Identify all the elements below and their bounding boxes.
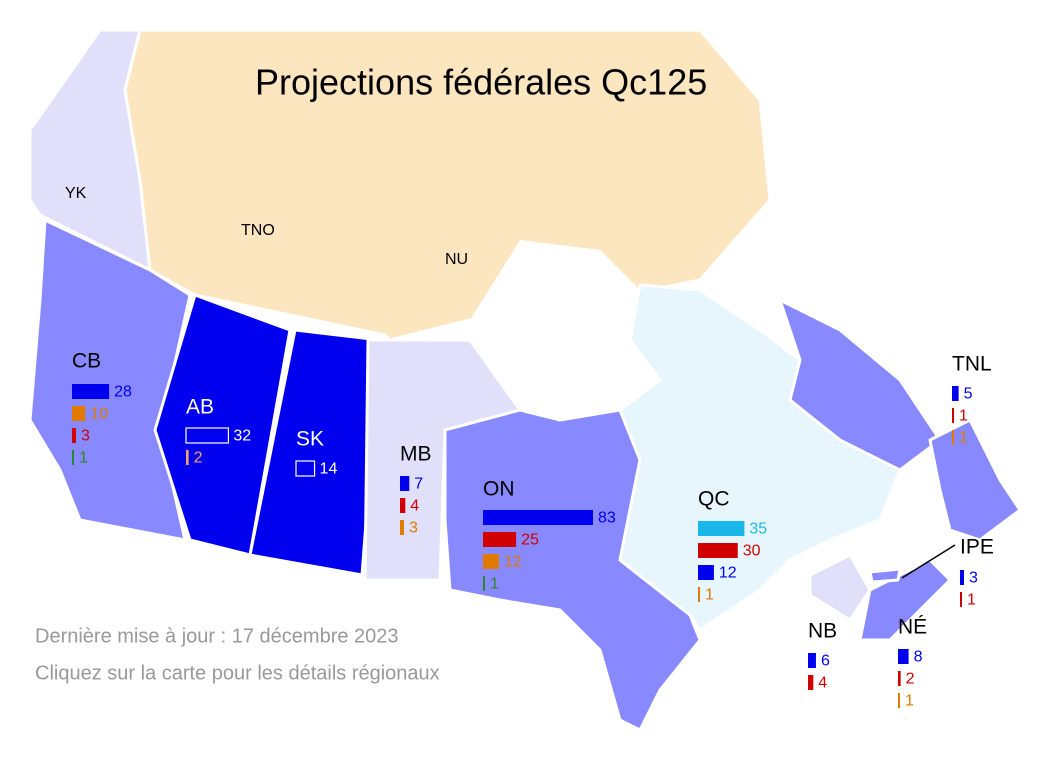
seat-bar: [400, 520, 404, 535]
seat-bar: [400, 498, 406, 513]
province-label: NÉ: [898, 616, 927, 639]
province-label: AB: [186, 396, 214, 419]
seat-bar: [952, 386, 959, 401]
seat-count: 30: [743, 543, 761, 560]
seat-bar: [72, 450, 74, 465]
seat-bar: [808, 653, 816, 668]
seat-count: 83: [598, 510, 616, 527]
seat-count: 10: [90, 406, 108, 423]
seat-bar: [698, 543, 738, 558]
seat-bar: [898, 671, 901, 686]
seat-bar: [72, 384, 110, 399]
seat-bar: [808, 675, 814, 690]
hudson-bay: [470, 240, 660, 420]
seat-bar: [483, 510, 593, 525]
seat-bar: [483, 532, 517, 547]
footer-hint: Cliquez sur la carte pour les détails ré…: [35, 662, 440, 684]
seat-bar: [952, 408, 954, 423]
seat-count: 1: [959, 430, 968, 447]
seat-bar: [483, 554, 499, 569]
region-ab[interactable]: [153, 293, 292, 557]
seat-count: 28: [114, 384, 132, 401]
seat-bar: [72, 428, 76, 443]
seat-bar: [483, 576, 485, 591]
seat-bar: [898, 693, 900, 708]
seat-bar: [960, 592, 962, 607]
province-label: QC: [698, 488, 730, 511]
territory-label: TNO: [241, 222, 275, 239]
province-label: NB: [808, 620, 837, 643]
seat-count: 14: [320, 461, 338, 478]
footer-date: Dernière mise à jour : 17 décembre 2023: [35, 625, 399, 647]
seat-count: 4: [818, 675, 827, 692]
province-label: CB: [72, 350, 101, 373]
province-label: TNL: [952, 353, 992, 376]
seat-count: 3: [409, 520, 418, 537]
seat-bar: [400, 476, 410, 491]
region-cb[interactable]: [28, 218, 192, 542]
seat-bar: [898, 649, 909, 664]
seat-count: 1: [967, 592, 976, 609]
seat-count: 1: [705, 587, 714, 604]
territory-label: NU: [445, 251, 468, 268]
seat-bar: [952, 430, 954, 445]
seat-count: 12: [504, 554, 522, 571]
seat-bar: [698, 521, 745, 536]
seat-bar: [960, 570, 964, 585]
province-label: ON: [483, 478, 515, 501]
seat-count: 2: [906, 671, 915, 688]
seat-bar: [72, 406, 86, 421]
region-ipe[interactable]: [868, 567, 902, 584]
seat-bar: [185, 427, 230, 444]
seat-count: 32: [233, 428, 251, 445]
seat-count: 12: [719, 565, 737, 582]
province-label: IPE: [960, 536, 994, 559]
seat-bar: [186, 450, 189, 465]
seat-count: 5: [964, 386, 973, 403]
seat-count: 1: [905, 693, 914, 710]
ipe-leader: [901, 544, 956, 579]
seat-count: 3: [81, 428, 90, 445]
seat-count: 35: [749, 521, 767, 538]
seat-count: 1: [490, 576, 499, 593]
seat-count: 6: [821, 653, 830, 670]
region-on[interactable]: [443, 408, 702, 732]
seat-count: 25: [521, 532, 539, 549]
region-ne[interactable]: [858, 558, 952, 642]
seat-bar: [698, 565, 714, 580]
province-label: SK: [296, 428, 324, 451]
seat-count: 3: [969, 570, 978, 587]
region-nb[interactable]: [808, 553, 872, 622]
seat-count: 1: [959, 408, 968, 425]
seat-count: 8: [914, 649, 923, 666]
seat-count: 4: [410, 498, 419, 515]
map-shapes[interactable]: [28, 28, 1022, 732]
title: Projections fédérales Qc125: [255, 62, 707, 103]
province-label: MB: [400, 443, 432, 466]
seat-count: 2: [194, 450, 203, 467]
seat-bar: [295, 460, 316, 477]
region-tnl-labrador[interactable]: [778, 298, 942, 472]
region-tnl-island[interactable]: [928, 418, 1022, 542]
territory-label: YK: [65, 185, 87, 202]
seat-bar: [698, 587, 700, 602]
region-sk[interactable]: [248, 328, 382, 577]
seat-count: 1: [79, 450, 88, 467]
seat-count: 7: [414, 476, 423, 493]
